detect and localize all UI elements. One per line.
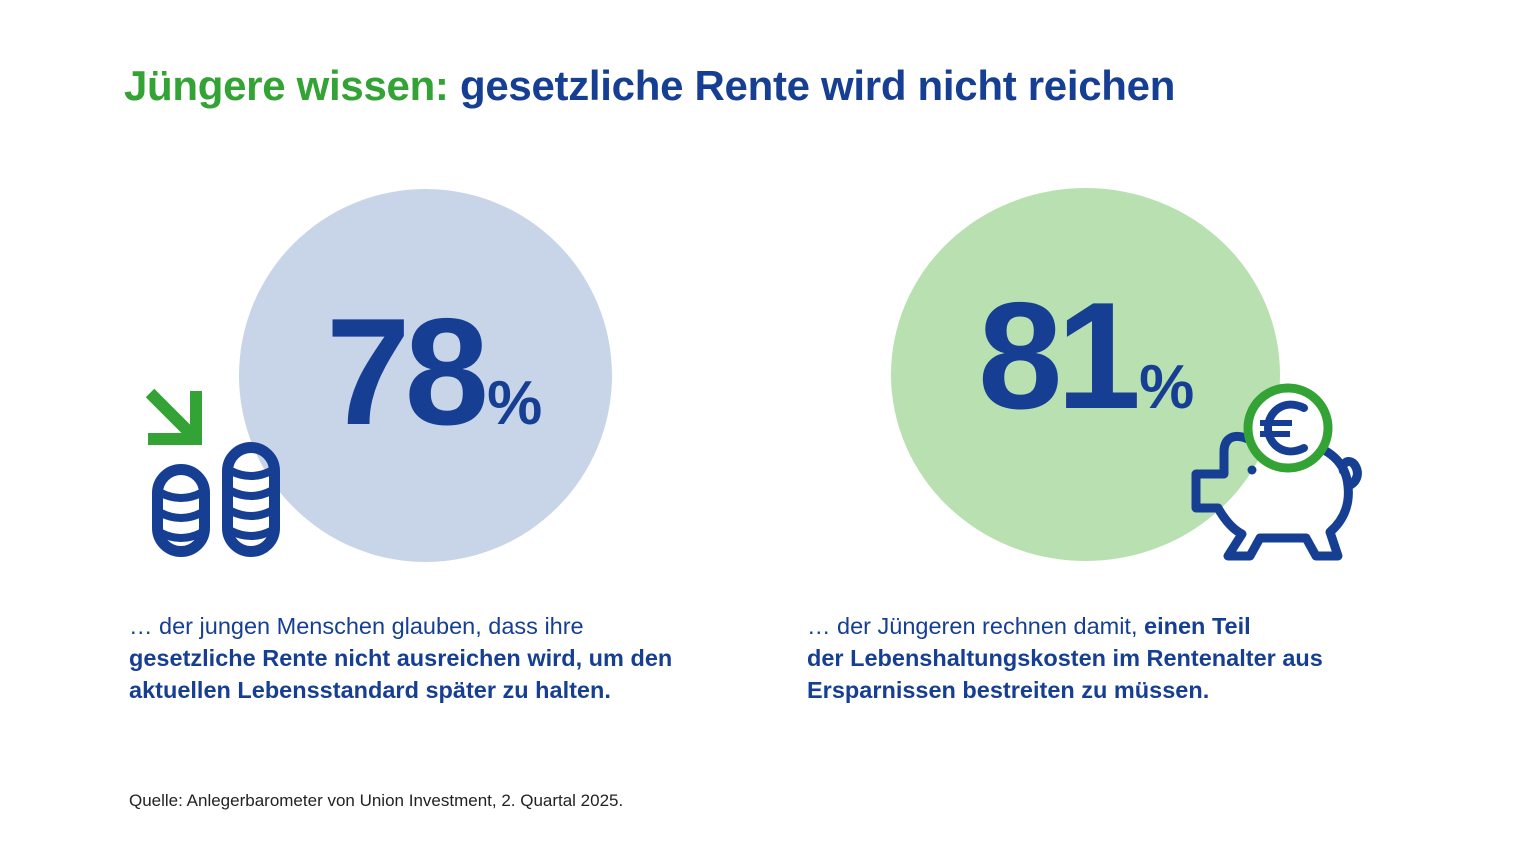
stat-caption-right: … der Jüngeren rechnen damit, einen Teil… — [807, 610, 1323, 706]
stat-number: 78 — [326, 287, 489, 457]
caption-line-bold: der Lebenshaltungskosten im Rentenalter … — [807, 645, 1323, 671]
caption-line: … der jungen Menschen glauben, dass ihre — [129, 613, 584, 639]
caption-line-bold: aktuellen Lebensstandard später zu halte… — [129, 677, 611, 703]
caption-text: … der Jüngeren rechnen damit, — [807, 613, 1138, 639]
caption-line-bold: gesetzliche Rente nicht ausreichen wird,… — [129, 645, 673, 671]
piggy-eye — [1247, 465, 1257, 475]
stat-value-right: 81% — [978, 280, 1194, 432]
caption-line: … der Jüngeren rechnen damit, einen Teil — [807, 610, 1323, 642]
caption-line-bold: Ersparnissen bestreiten zu müssen. — [807, 677, 1210, 703]
title-rest: gesetzliche Rente wird nicht reichen — [460, 62, 1176, 109]
title-highlight: Jüngere wissen: — [124, 62, 449, 109]
stat-circle-right — [891, 188, 1280, 561]
stat-number: 81 — [978, 271, 1141, 441]
piggy-bank-euro-icon — [1191, 383, 1362, 561]
stat-caption-left: … der jungen Menschen glauben, dass ihre… — [129, 610, 672, 706]
euro-coin — [1243, 383, 1333, 473]
page-title: Jüngere wissen: gesetzliche Rente wird n… — [124, 62, 1175, 110]
coins-down-arrow-icon — [145, 388, 280, 557]
stat-circle-left — [239, 189, 612, 562]
stat-unit: % — [487, 369, 543, 438]
stat-unit: % — [1139, 353, 1195, 422]
stat-value-left: 78% — [326, 296, 542, 448]
source-note: Quelle: Anlegerbarometer von Union Inves… — [129, 791, 624, 810]
caption-text-bold: einen Teil — [1144, 613, 1251, 639]
